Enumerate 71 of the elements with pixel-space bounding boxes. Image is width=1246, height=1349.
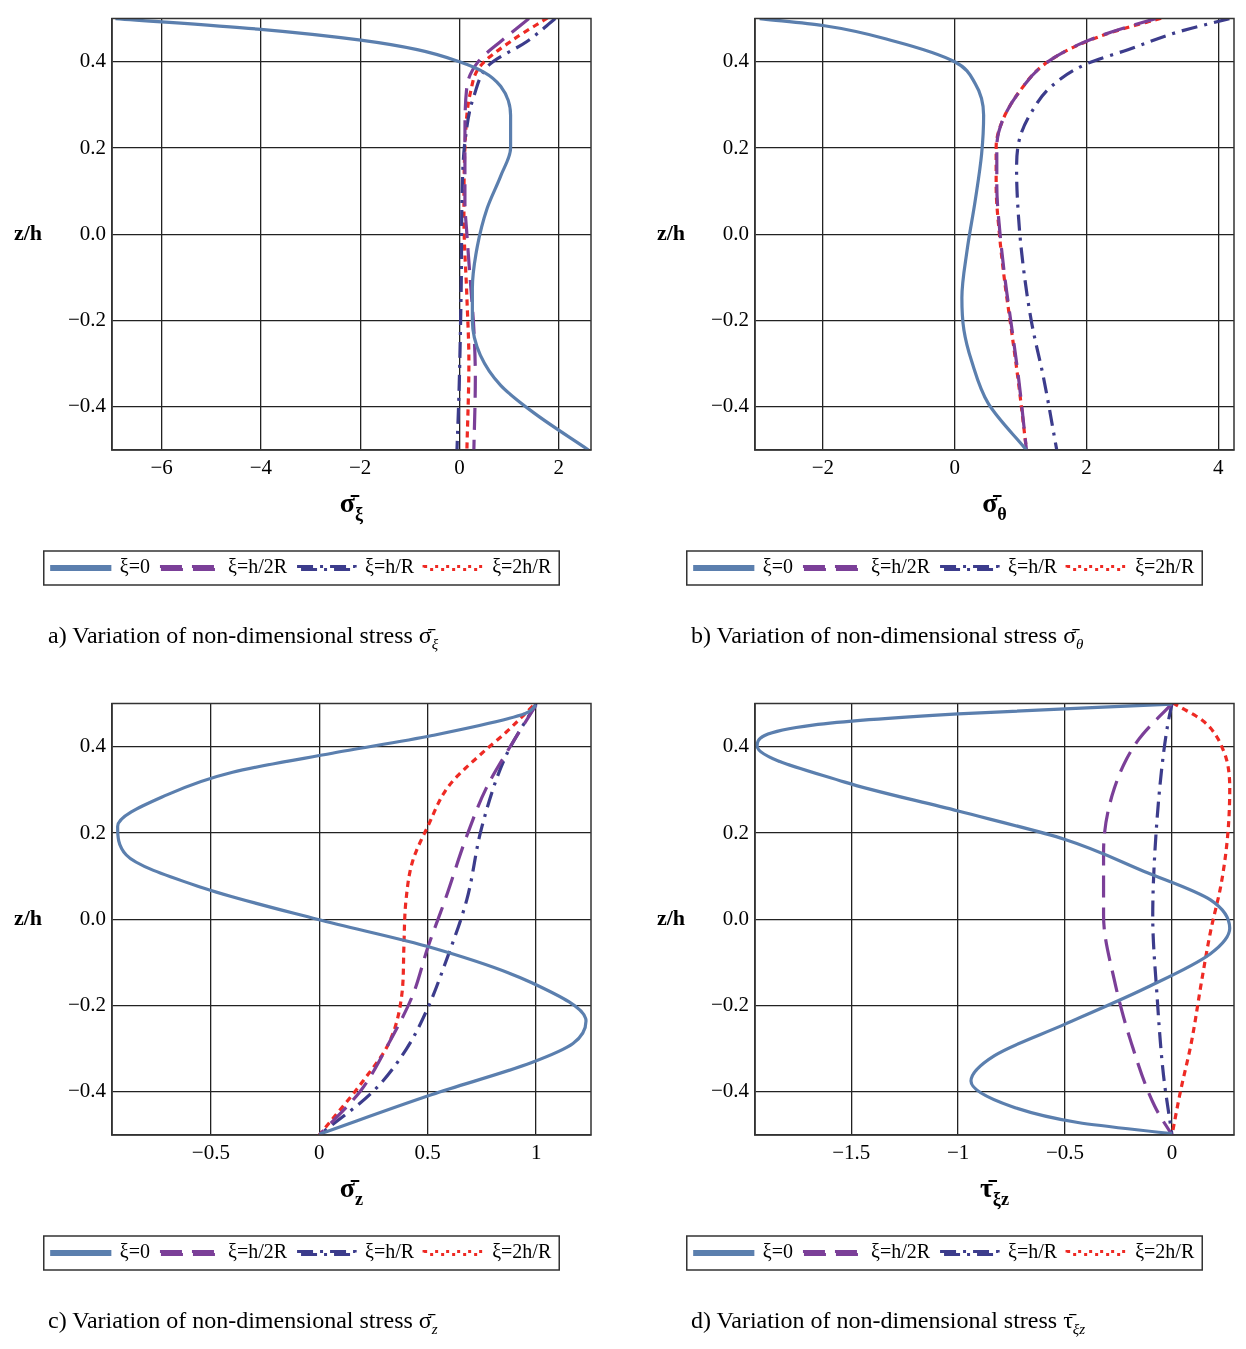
x-tick-label: −1.5 xyxy=(832,1140,871,1165)
x-tick-label: −0.5 xyxy=(1046,1140,1085,1165)
y-tick-label: −0.4 xyxy=(710,1078,750,1103)
y-tick-label: 0.4 xyxy=(722,733,750,758)
text: b) Variation of non-dimensional stress σ̄$_{θ}$ xyxy=(691,622,1084,653)
x-tick-label: −2 xyxy=(349,455,372,480)
y-tick-label: 0.0 xyxy=(79,905,106,930)
x-tick-label: −6 xyxy=(150,455,173,480)
line-series xyxy=(116,703,588,1135)
y-tick-label: 0.0 xyxy=(722,905,749,930)
x-tick-label: −1 xyxy=(946,1140,970,1165)
x-tick-label: 0 xyxy=(949,455,960,480)
x-tick-label: −0.5 xyxy=(191,1140,230,1165)
x-tick-label: 2 xyxy=(1081,455,1092,480)
text: d) Variation of non-dimensional stress τ̄$_{ξz}$ xyxy=(691,1307,1086,1338)
y-axis-title: z/h xyxy=(656,904,686,930)
x-tick-label: 0 xyxy=(1166,1140,1178,1165)
y-tick-label: 0.2 xyxy=(722,819,749,844)
legend-label: ξ=2h/R xyxy=(1135,555,1195,578)
y-tick-label: 0.4 xyxy=(79,733,107,758)
line-series xyxy=(455,18,557,450)
legend-label: ξ=0 xyxy=(119,555,150,578)
x-tick-label: 0 xyxy=(454,455,465,480)
legend-label: ξ=0 xyxy=(762,555,793,578)
y-tick-label: 0.2 xyxy=(79,819,106,844)
legend-label: ξ=h/2R xyxy=(870,555,931,578)
y-axis-title: z/h xyxy=(13,219,43,245)
line-series xyxy=(1014,18,1231,450)
text: a) Variation of non-dimensional stress σ̄$_{ξ}$ xyxy=(48,622,439,653)
x-tick-label: 4 xyxy=(1212,455,1224,480)
line-series xyxy=(462,18,548,450)
x-tick-label: 0.5 xyxy=(414,1140,441,1165)
legend-label: ξ=h/2R xyxy=(870,1240,931,1263)
y-axis-title: z/h xyxy=(13,904,43,930)
y-tick-label: 0.0 xyxy=(722,220,749,245)
line-series xyxy=(1151,703,1174,1135)
y-tick-label: −0.4 xyxy=(67,1078,107,1103)
y-tick-label: 0.0 xyxy=(79,220,106,245)
line-series xyxy=(755,703,1232,1135)
y-tick-label: −0.2 xyxy=(67,307,106,332)
legend-label: ξ=h/R xyxy=(1008,1240,1058,1263)
y-tick-label: 0.2 xyxy=(79,134,106,159)
legend-label: ξ=0 xyxy=(762,1240,793,1263)
legend-label: ξ=2h/R xyxy=(1135,1240,1195,1263)
y-tick-label: 0.2 xyxy=(722,134,749,159)
line-series xyxy=(113,18,591,450)
legend-label: ξ=h/2R xyxy=(227,1240,288,1263)
legend-label: ξ=h/R xyxy=(365,1240,415,1263)
x-tick-label: 2 xyxy=(553,455,564,480)
text: c) Variation of non-dimensional stress σ̄$_{z}$ xyxy=(48,1307,438,1338)
y-tick-label: −0.2 xyxy=(710,307,749,332)
y-tick-label: −0.4 xyxy=(710,393,750,418)
x-tick-label: −2 xyxy=(811,455,835,480)
legend-label: ξ=2h/R xyxy=(492,555,552,578)
y-axis-title: z/h xyxy=(656,219,686,245)
y-tick-label: 0.4 xyxy=(79,48,107,73)
line-series xyxy=(1101,703,1174,1135)
legend-label: ξ=h/R xyxy=(1008,555,1058,578)
y-tick-label: −0.2 xyxy=(67,992,106,1017)
x-tick-label: −4 xyxy=(249,455,273,480)
legend-label: ξ=0 xyxy=(119,1240,150,1263)
y-tick-label: 0.4 xyxy=(722,48,750,73)
y-tick-label: −0.4 xyxy=(67,393,107,418)
legend-label: ξ=h/R xyxy=(365,555,415,578)
legend-label: ξ=2h/R xyxy=(492,1240,552,1263)
y-tick-label: −0.2 xyxy=(710,992,749,1017)
x-tick-label: 0 xyxy=(314,1140,325,1165)
x-tick-label: 1 xyxy=(530,1140,542,1165)
line-series xyxy=(463,18,531,450)
legend-label: ξ=h/2R xyxy=(227,555,288,578)
line-series xyxy=(758,18,1029,450)
